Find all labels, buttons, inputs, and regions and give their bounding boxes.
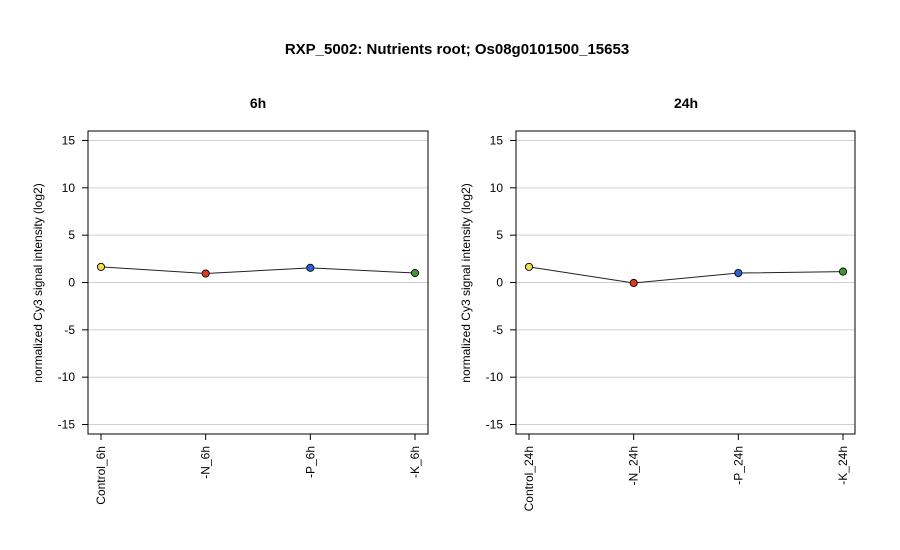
- data-point: [96, 262, 106, 271]
- panel-title: 6h: [250, 95, 266, 111]
- data-point: [201, 269, 210, 278]
- series-line: [100, 266, 416, 275]
- data-point: [838, 267, 848, 276]
- x-tick-label: -K_6h: [408, 446, 422, 478]
- panel-6h: 6h normalized Cy3 signal intensity (log2…: [31, 95, 429, 505]
- chart-title: RXP_5002: Nutrients root; Os08g0101500_1…: [285, 41, 629, 58]
- x-tick-label: -N_24h: [627, 446, 641, 485]
- data-point: [629, 278, 638, 288]
- x-tick-label: Control_6h: [94, 446, 108, 505]
- y-tick-label: 0: [496, 276, 503, 290]
- y-tick-label: 10: [490, 181, 504, 195]
- y-tick-label: -15: [486, 418, 504, 432]
- series-line: [528, 266, 844, 284]
- x-tick-label: -K_24h: [836, 446, 850, 485]
- y-tick-label: 10: [62, 181, 76, 195]
- y-axis-label: normalized Cy3 signal intensity (log2): [459, 183, 473, 382]
- panel-title: 24h: [674, 95, 698, 111]
- y-tick-label: 5: [496, 228, 503, 242]
- y-tick-label: 0: [68, 276, 75, 290]
- y-tick-label: -10: [486, 370, 504, 384]
- y-tick-label: 15: [62, 133, 76, 147]
- x-tick-label: -P_6h: [303, 446, 317, 478]
- y-tick-label: -5: [492, 323, 503, 337]
- y-axis-label: normalized Cy3 signal intensity (log2): [31, 183, 45, 382]
- panel-24h: 24h normalized Cy3 signal intensity (log…: [459, 95, 856, 511]
- data-point: [524, 262, 534, 271]
- x-tick-label: -P_24h: [731, 446, 745, 485]
- data-point: [306, 263, 315, 272]
- data-point: [734, 268, 743, 278]
- data-point: [410, 268, 420, 278]
- x-tick-label: Control_24h: [522, 446, 536, 511]
- x-tick-label: -N_6h: [199, 446, 213, 479]
- y-tick-label: -5: [64, 323, 75, 337]
- y-tick-label: 5: [68, 228, 75, 242]
- y-tick-label: -15: [58, 418, 76, 432]
- y-tick-label: -10: [58, 370, 76, 384]
- y-tick-label: 15: [490, 133, 504, 147]
